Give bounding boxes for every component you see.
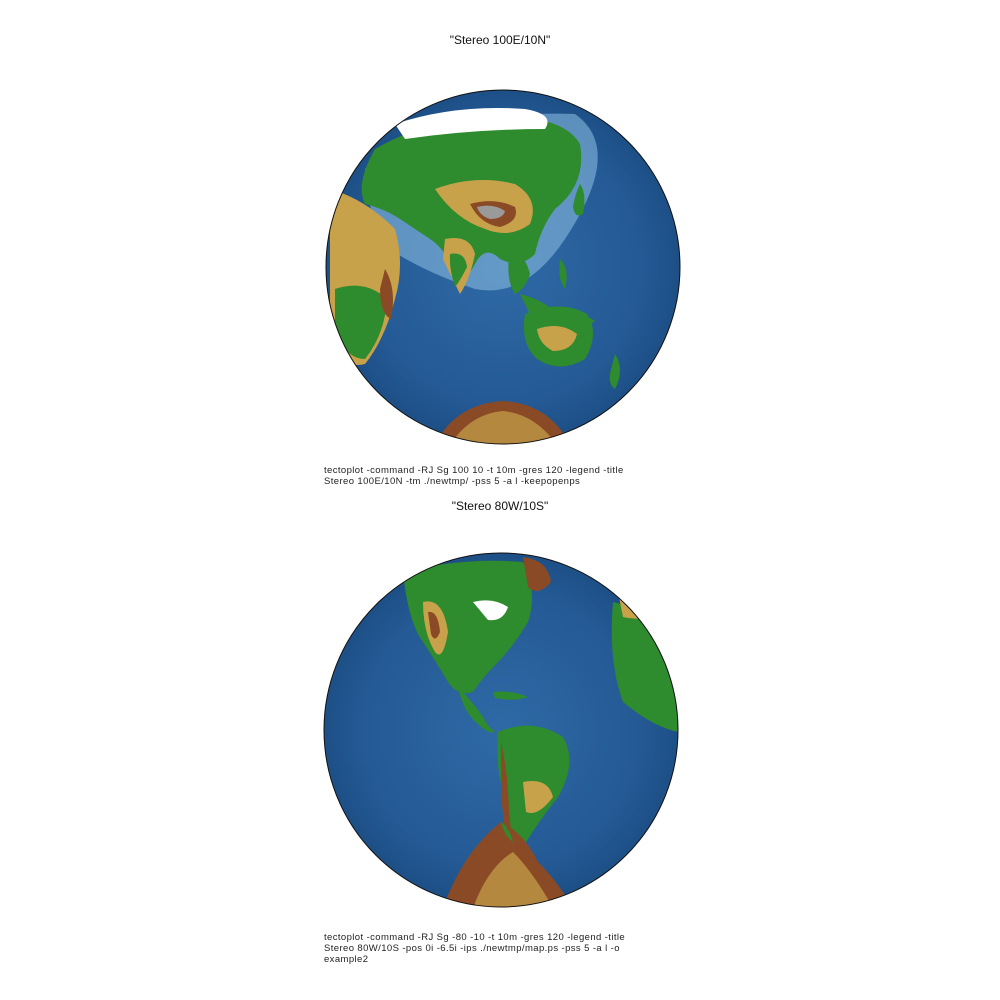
australia-interior: [537, 325, 577, 351]
east-africa-green: [335, 285, 387, 359]
globe-map-asia: [325, 89, 681, 445]
brazil-upland: [523, 781, 553, 813]
antarctic-peninsula: [473, 852, 553, 907]
map-title-1: "Stereo 100E/10N": [449, 33, 551, 47]
command-line: tectoplot -command -RJ Sg -80 -10 -t 10m…: [324, 932, 626, 943]
antarctica-interior: [450, 411, 557, 444]
india-lowland: [449, 253, 467, 287]
command-line: Stereo 100E/10N -tm ./newtmp/ -pss 5 -a …: [324, 476, 581, 487]
globe-map-americas: [323, 552, 679, 908]
globe-outline: [323, 552, 679, 908]
philippines-islands: [559, 259, 567, 289]
hudson-bay-ice: [473, 600, 508, 621]
andes-mountains: [501, 742, 511, 852]
globe-svg-2: [323, 552, 679, 908]
command-line: Stereo 80W/10S -pos 0i -6.5i -ips ./newt…: [324, 943, 620, 954]
command-line: tectoplot -command -RJ Sg 100 10 -t 10m …: [324, 465, 624, 476]
himalaya-peaks: [477, 205, 505, 219]
arctic-ice: [395, 108, 548, 139]
command-text-1: tectoplot -command -RJ Sg 100 10 -t 10m …: [324, 465, 684, 487]
indochina-landmass: [508, 249, 530, 294]
greenland: [523, 557, 551, 591]
globe-outline: [325, 89, 681, 445]
map-title-2: "Stereo 80W/10S": [451, 499, 549, 513]
rockies-highland: [428, 611, 440, 639]
sahara-edge: [618, 591, 668, 619]
central-america: [458, 687, 495, 733]
north-america-landmass: [403, 560, 532, 694]
caribbean-islands: [493, 691, 528, 700]
command-line: example2: [324, 954, 369, 965]
command-text-2: tectoplot -command -RJ Sg -80 -10 -t 10m…: [324, 932, 684, 965]
new-zealand: [609, 354, 620, 389]
japan-islands: [573, 184, 585, 216]
peninsula-tip: [501, 822, 513, 842]
globe-svg-1: [325, 89, 681, 445]
east-african-rift: [380, 269, 393, 319]
